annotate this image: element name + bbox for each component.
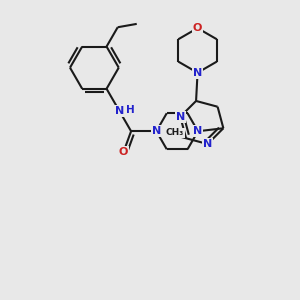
Text: N: N (193, 68, 202, 78)
Text: N: N (152, 126, 161, 136)
Text: H: H (126, 105, 134, 115)
Text: N: N (203, 139, 212, 149)
Text: O: O (119, 147, 128, 157)
Text: O: O (193, 23, 202, 33)
Text: N: N (176, 112, 185, 122)
Text: N: N (193, 126, 203, 136)
Text: N: N (115, 106, 124, 116)
Text: CH₃: CH₃ (166, 128, 184, 137)
